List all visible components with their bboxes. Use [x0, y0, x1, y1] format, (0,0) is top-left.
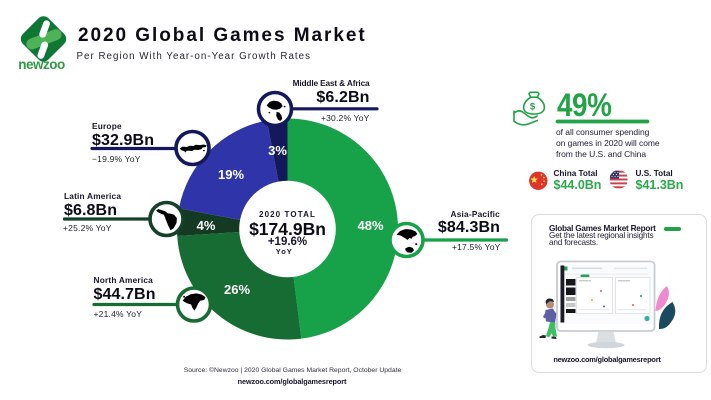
svg-text:$: $	[530, 102, 536, 113]
